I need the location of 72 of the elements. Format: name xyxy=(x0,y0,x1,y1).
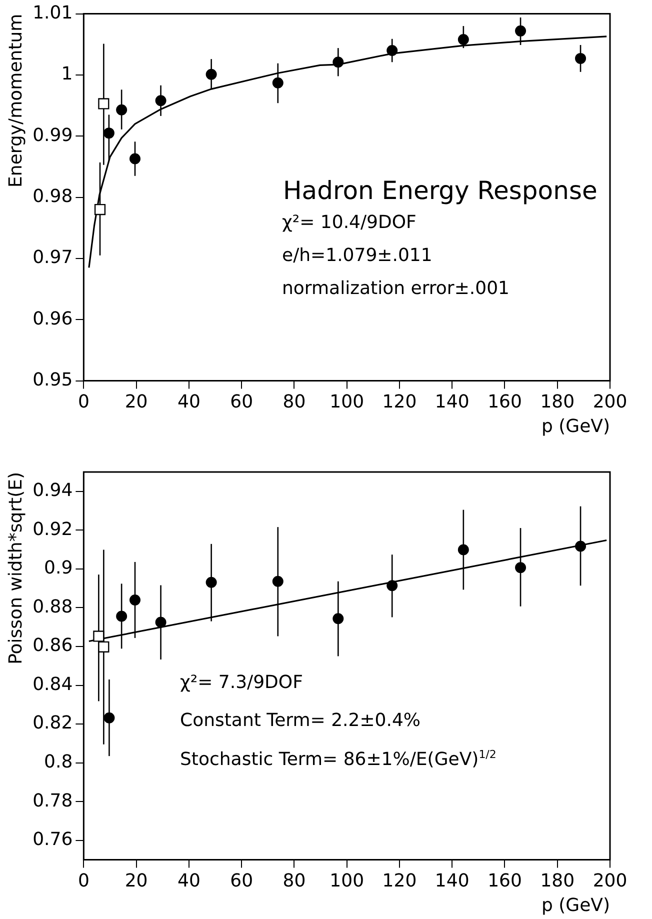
x-tick-label: 60 xyxy=(230,870,254,892)
y-tick-label: 0.92 xyxy=(32,518,73,540)
point xyxy=(103,128,114,139)
annotation: Constant Term= 2.2±0.4% xyxy=(180,710,421,731)
x-tick-label: 140 xyxy=(434,870,470,892)
x-tick-label: 200 xyxy=(592,391,628,412)
x-tick-label: 160 xyxy=(488,391,522,412)
x-tick-label: 0 xyxy=(78,870,90,892)
x-axis-title: p (GeV) xyxy=(541,416,610,437)
x-tick-label: 200 xyxy=(592,870,628,892)
y-tick-label: 0.94 xyxy=(32,480,73,502)
point xyxy=(206,576,217,588)
point xyxy=(515,25,526,36)
point xyxy=(98,98,110,110)
y-tick-label: 1.01 xyxy=(32,2,73,24)
point xyxy=(575,52,586,64)
point xyxy=(515,562,526,574)
point xyxy=(155,95,166,106)
y-tick-label: 0.78 xyxy=(32,790,73,812)
point xyxy=(272,77,284,88)
y-tick-label: 1 xyxy=(61,64,73,85)
point xyxy=(155,616,166,628)
y-tick-label: 0.8 xyxy=(44,752,73,773)
point xyxy=(98,641,110,652)
x-tick-label: 180 xyxy=(540,870,575,892)
y-tick-label: 0.82 xyxy=(32,712,73,734)
y-tick-label: 0.86 xyxy=(32,635,73,656)
x-tick-label: 100 xyxy=(330,870,364,892)
point xyxy=(272,576,284,587)
point xyxy=(104,712,115,724)
x-tick-label: 40 xyxy=(177,391,200,412)
y-tick-label: 0.96 xyxy=(32,308,73,330)
annotation: χ²= 7.3/9DOF xyxy=(180,672,303,693)
y-tick-label: 0.99 xyxy=(32,124,73,146)
annotation: e/h=1.079±.011 xyxy=(282,245,432,266)
point xyxy=(332,613,344,624)
x-tick-label: 40 xyxy=(177,870,200,892)
x-tick-label: 100 xyxy=(330,391,364,412)
annotation: χ²= 10.4/9DOF xyxy=(282,212,416,233)
y-tick-label: 0.9 xyxy=(44,558,73,579)
point xyxy=(129,594,140,606)
y-tick-label: 0.88 xyxy=(32,596,73,618)
x-tick-label: 0 xyxy=(78,391,90,412)
annotation: Hadron Energy Response xyxy=(283,176,598,205)
x-tick-label: 140 xyxy=(434,391,470,412)
y-tick-label: 0.97 xyxy=(32,247,73,268)
point xyxy=(94,204,106,216)
point xyxy=(116,610,128,622)
y-axis-title: Poisson width*sqrt(E) xyxy=(5,472,26,664)
x-tick-label: 20 xyxy=(124,391,148,412)
x-tick-label: 60 xyxy=(230,391,254,412)
x-tick-label: 20 xyxy=(124,870,148,892)
x-tick-label: 160 xyxy=(488,870,522,892)
y-axis-title: Energy/momentum xyxy=(5,14,26,188)
point xyxy=(93,630,104,642)
x-tick-label: 120 xyxy=(382,391,417,412)
x-axis-title: p (GeV) xyxy=(541,894,610,916)
x-tick-label: 80 xyxy=(282,870,306,892)
point xyxy=(206,68,217,80)
x-tick-label: 120 xyxy=(382,870,417,892)
y-tick-label: 0.98 xyxy=(32,186,73,207)
y-tick-label: 0.76 xyxy=(32,829,73,850)
x-tick-label: 80 xyxy=(282,391,306,412)
point xyxy=(458,34,469,45)
point xyxy=(116,104,128,116)
y-tick-label: 0.84 xyxy=(32,674,73,695)
y-tick-label: 0.95 xyxy=(32,369,73,390)
x-tick-label: 180 xyxy=(540,391,575,412)
point xyxy=(458,544,469,556)
annotation: Stochastic Term= 86±1%/E(GeV)$^{1/2}$ xyxy=(180,748,496,770)
annotation: normalization error±.001 xyxy=(282,278,510,299)
point xyxy=(129,153,140,164)
